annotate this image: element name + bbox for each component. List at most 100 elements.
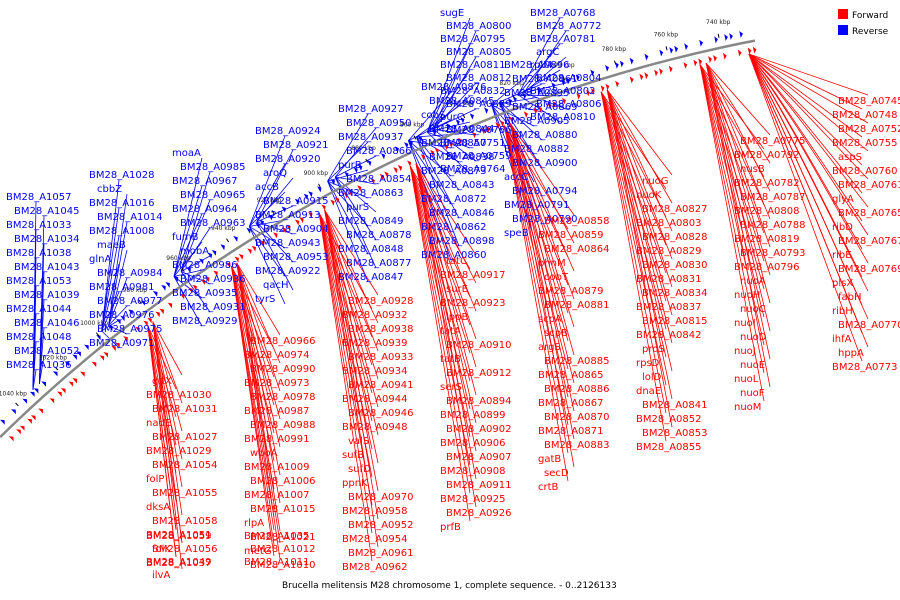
reverse-gene-label[interactable]: BM28_A1048 [6, 332, 72, 343]
forward-gene-label[interactable]: BM28_A1031 [152, 404, 218, 415]
reverse-gene-label[interactable]: BM28_A0863 [338, 188, 404, 199]
reverse-gene-label[interactable]: BM28_A1039 [14, 290, 80, 301]
reverse-gene-label[interactable]: mobA [180, 246, 209, 257]
forward-gene-label[interactable]: BM28_A0974 [244, 350, 310, 361]
reverse-gene-label[interactable]: BM28_A0965 [180, 190, 246, 201]
forward-gene-label[interactable]: nuoE [740, 360, 765, 371]
forward-gene-label[interactable]: plsX [832, 278, 853, 289]
forward-gene-label[interactable]: BM28_A0773 [832, 362, 898, 373]
reverse-gene-label[interactable]: BM28_A1044 [6, 304, 72, 315]
reverse-gene-label[interactable]: maeB [97, 240, 126, 251]
reverse-gene-label[interactable]: accB [255, 182, 279, 193]
forward-gene-label[interactable]: ribD [832, 222, 853, 233]
forward-gene-label[interactable]: BM28_A0819 [734, 234, 800, 245]
forward-gene-label[interactable]: BM28_A0939 [342, 338, 408, 349]
forward-gene-label[interactable]: BM28_A0782 [734, 178, 800, 189]
reverse-gene-label[interactable]: BM28_A0882 [504, 144, 570, 155]
forward-gene-label[interactable]: BM28_A1009 [244, 462, 310, 473]
forward-gene-label[interactable]: BM28_A0991 [244, 434, 310, 445]
reverse-gene-label[interactable]: BM28_A1053 [6, 276, 72, 287]
forward-gene-label[interactable]: dnaE [636, 386, 661, 397]
reverse-gene-label[interactable]: BM28_A0927 [338, 104, 404, 115]
forward-gene-label[interactable]: BM28_A1055 [152, 488, 218, 499]
reverse-gene-label[interactable]: BM28_A1033 [6, 220, 72, 231]
forward-gene-label[interactable]: BM28_A0938 [348, 324, 414, 335]
forward-gene-label[interactable]: ribH [832, 306, 853, 317]
forward-gene-label[interactable]: ihfA [832, 334, 852, 345]
reverse-gene-label[interactable]: BM28_A0877 [346, 258, 412, 269]
forward-gene-label[interactable]: BM28_A1049 [146, 557, 212, 568]
forward-gene-label[interactable]: BM28_A0883 [544, 440, 610, 451]
forward-gene-label[interactable]: BM28_A1007 [244, 490, 310, 501]
reverse-gene-label[interactable]: sugE [440, 8, 464, 19]
forward-gene-label[interactable]: nuoA [740, 276, 766, 287]
reverse-gene-label[interactable]: BM28_A0759 [446, 151, 512, 162]
reverse-gene-label[interactable]: BM28_A0975 [97, 324, 163, 335]
forward-gene-label[interactable]: BM28_A0808 [734, 206, 800, 217]
reverse-gene-label[interactable]: BM28_A0854 [346, 174, 412, 185]
forward-gene-label[interactable]: ilvA [152, 570, 170, 581]
reverse-gene-label[interactable]: BM28_A0802 [530, 86, 596, 97]
reverse-gene-label[interactable]: BM28_A0920 [255, 154, 321, 165]
reverse-gene-label[interactable]: BM28_A0795 [440, 34, 506, 45]
reverse-gene-label[interactable]: BM28_A0878 [346, 230, 412, 241]
reverse-gene-label[interactable]: BM28_A0839 [446, 99, 512, 110]
reverse-gene-label[interactable]: BM28_A0869 [512, 102, 578, 113]
forward-gene-label[interactable]: BM28_A0923 [440, 298, 506, 309]
forward-gene-label[interactable]: BM28_A1059 [146, 531, 212, 542]
forward-gene-label[interactable]: BM28_A0941 [348, 380, 414, 391]
reverse-gene-label[interactable]: glnA [89, 254, 111, 265]
forward-gene-label[interactable]: BM28_A0865 [538, 370, 604, 381]
forward-gene-label[interactable]: BM28_A1030 [146, 390, 212, 401]
reverse-gene-label[interactable]: rplM [530, 60, 552, 71]
reverse-gene-label[interactable]: BM28_A0922 [255, 266, 321, 277]
forward-gene-label[interactable]: rpsD [636, 358, 660, 369]
forward-gene-label[interactable]: BM28_A0841 [642, 400, 708, 411]
forward-gene-label[interactable]: BM28_A0910 [446, 340, 512, 351]
forward-gene-label[interactable]: BM28_A1010 [250, 560, 316, 571]
forward-gene-label[interactable]: BM28_A0926 [446, 508, 512, 519]
forward-gene-label[interactable]: BM28_A0828 [642, 232, 708, 243]
reverse-gene-label[interactable]: BM28_A0873 [421, 166, 487, 177]
forward-gene-label[interactable]: glyA [832, 194, 854, 205]
forward-gene-label[interactable]: BM28_A0946 [348, 408, 414, 419]
forward-gene-label[interactable]: BM28_A0830 [642, 260, 708, 271]
reverse-gene-label[interactable]: BM28_A0794 [512, 186, 578, 197]
reverse-gene-label[interactable]: BM28_A0806 [536, 99, 602, 110]
forward-gene-label[interactable]: BM28_A0852 [636, 414, 702, 425]
reverse-gene-label[interactable]: BM28_A1034 [14, 234, 80, 245]
forward-gene-label[interactable]: BM28_A0837 [636, 302, 702, 313]
forward-gene-label[interactable]: BM28_A0954 [342, 534, 408, 545]
forward-gene-label[interactable]: BM28_A1029 [146, 446, 212, 457]
forward-gene-label[interactable]: valS [348, 436, 369, 447]
forward-gene-label[interactable]: BM28_A0870 [544, 412, 610, 423]
forward-gene-label[interactable]: BM28_A1058 [152, 516, 218, 527]
forward-gene-label[interactable]: BM28_A0834 [642, 288, 708, 299]
reverse-gene-label[interactable]: BM28_A0857 [421, 138, 487, 149]
forward-gene-label[interactable]: BM28_A1021 [250, 532, 316, 543]
reverse-gene-label[interactable]: BM28_A0981 [89, 282, 155, 293]
reverse-gene-label[interactable]: purC [440, 112, 464, 123]
forward-gene-label[interactable]: BM28_A0829 [636, 246, 702, 257]
forward-gene-label[interactable]: nuoK [636, 190, 662, 201]
forward-gene-label[interactable]: tatA [440, 326, 461, 337]
reverse-gene-label[interactable]: BM28_A0843 [429, 180, 495, 191]
forward-gene-label[interactable]: nuoF [740, 388, 765, 399]
reverse-gene-label[interactable]: BM28_A0862 [421, 222, 487, 233]
reverse-gene-label[interactable]: accC [504, 172, 528, 183]
forward-gene-label[interactable]: nuoG [642, 176, 669, 187]
forward-gene-label[interactable]: nuoI [734, 318, 756, 329]
forward-gene-label[interactable]: ppnK [342, 478, 368, 489]
forward-gene-label[interactable]: scpA [538, 314, 562, 325]
reverse-gene-label[interactable]: BM28_A0895 [504, 88, 570, 99]
forward-gene-label[interactable]: BM28_A0788 [740, 220, 806, 231]
forward-gene-label[interactable]: BM28_A1037 [146, 558, 212, 569]
forward-gene-label[interactable]: BM28_A1006 [250, 476, 316, 487]
forward-gene-label[interactable]: BM28_A0858 [544, 216, 610, 227]
reverse-gene-label[interactable]: aroQ [263, 168, 287, 179]
forward-gene-label[interactable]: sufD [348, 464, 371, 475]
forward-gene-label[interactable]: BM28_A0879 [538, 286, 604, 297]
forward-gene-label[interactable]: BM28_A0853 [642, 428, 708, 439]
forward-gene-label[interactable]: BM28_A0894 [446, 396, 512, 407]
forward-gene-label[interactable]: BM28_A0769 [838, 264, 900, 275]
